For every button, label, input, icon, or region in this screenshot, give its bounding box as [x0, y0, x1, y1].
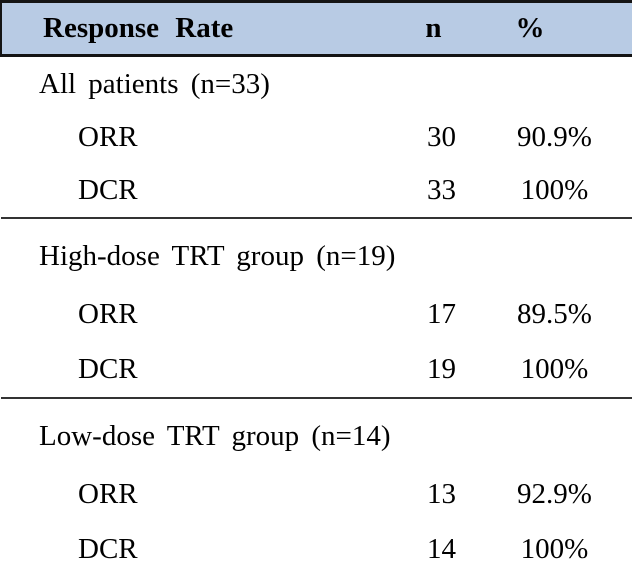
table-row-orr: ORR 30 90.9%	[1, 111, 632, 164]
section-title-row-high-dose: High-dose TRT group (n=19)	[1, 217, 632, 287]
pct-value: 100%	[520, 174, 589, 206]
row-label: ORR	[78, 298, 138, 330]
n-value: 14	[391, 522, 476, 576]
col-header-pct: %	[476, 0, 632, 57]
row-label: ORR	[78, 121, 138, 153]
n-value: 30	[427, 121, 456, 153]
table-header: Response Rate n %	[0, 0, 632, 57]
n-value: 13	[427, 478, 456, 510]
row-label: ORR	[78, 478, 138, 510]
pct-value: 90.9%	[517, 121, 592, 153]
table-row-orr: ORR 13 92.9%	[1, 467, 632, 522]
pct-value: 100%	[520, 353, 589, 385]
pct-value: 100%	[476, 522, 632, 576]
section-title: All patients (n=33)	[39, 67, 270, 100]
n-value: 19	[427, 353, 456, 385]
pct-value: 92.9%	[517, 478, 592, 510]
table-row-dcr: DCR 19 100%	[1, 342, 632, 398]
n-value: 33	[427, 174, 456, 206]
table-row-dcr: DCR 33 100%	[1, 164, 632, 218]
table-body: All patients (n=33) ORR 30 90.9% DCR 33 …	[1, 56, 632, 576]
section-title: Low-dose TRT group (n=14)	[1, 397, 632, 467]
col-header-n: n	[391, 0, 476, 57]
row-label: DCR	[78, 174, 138, 206]
table-row-orr: ORR 17 89.5%	[1, 287, 632, 342]
section-title-row-low-dose: Low-dose TRT group (n=14)	[1, 397, 632, 467]
pct-value: 89.5%	[517, 298, 592, 330]
section-title: High-dose TRT group (n=19)	[1, 217, 632, 287]
header-row: Response Rate n %	[0, 0, 632, 57]
row-label: DCR	[1, 522, 391, 576]
col-header-response-rate: Response Rate	[0, 0, 391, 57]
row-label: DCR	[78, 353, 138, 385]
n-value: 17	[427, 298, 456, 330]
section-title-row-all-patients: All patients (n=33)	[1, 56, 632, 112]
table-row-dcr: DCR 14 100%	[1, 522, 632, 576]
